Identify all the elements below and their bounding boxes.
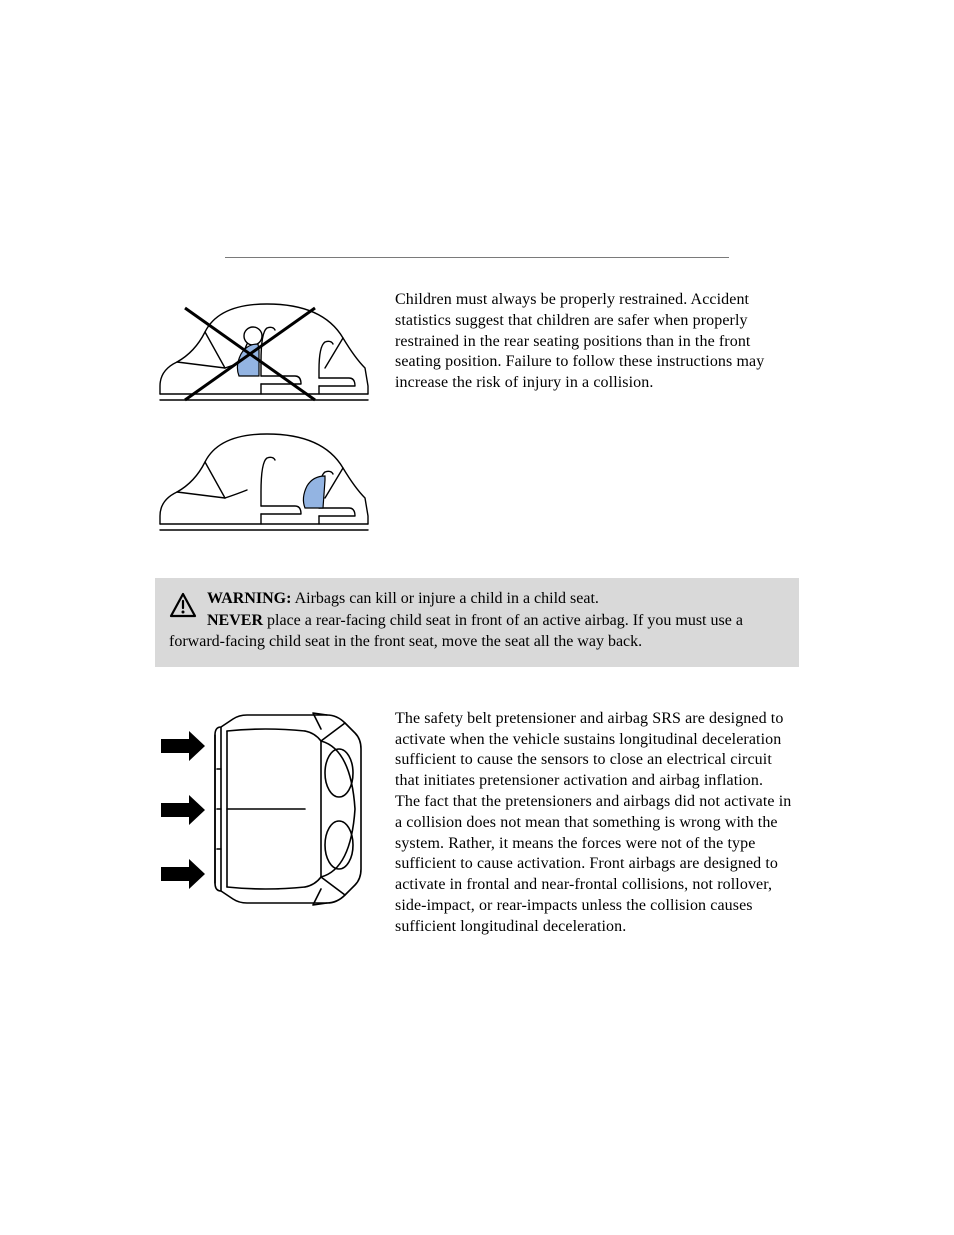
warning-never: NEVER xyxy=(207,612,263,629)
figure-car-side-stack xyxy=(155,290,373,550)
warning-label: WARNING: xyxy=(207,590,291,607)
warning-triangle-icon xyxy=(169,592,197,623)
figure-car-top-arrows xyxy=(155,709,373,914)
section-children-restraint: Children must always be properly restrai… xyxy=(155,290,799,550)
warning-text: WARNING: Airbags can kill or injure a ch… xyxy=(169,588,785,653)
figure-car-side-front-crossed xyxy=(155,290,373,420)
figure-car-side-rear-correct xyxy=(155,420,373,550)
section-pretensioner: The safety belt pretensioner and airbag … xyxy=(155,709,799,938)
warning-sentence1: Airbags can kill or injure a child in a … xyxy=(291,590,598,607)
header-rule xyxy=(225,257,729,258)
warning-box: WARNING: Airbags can kill or injure a ch… xyxy=(155,578,799,667)
